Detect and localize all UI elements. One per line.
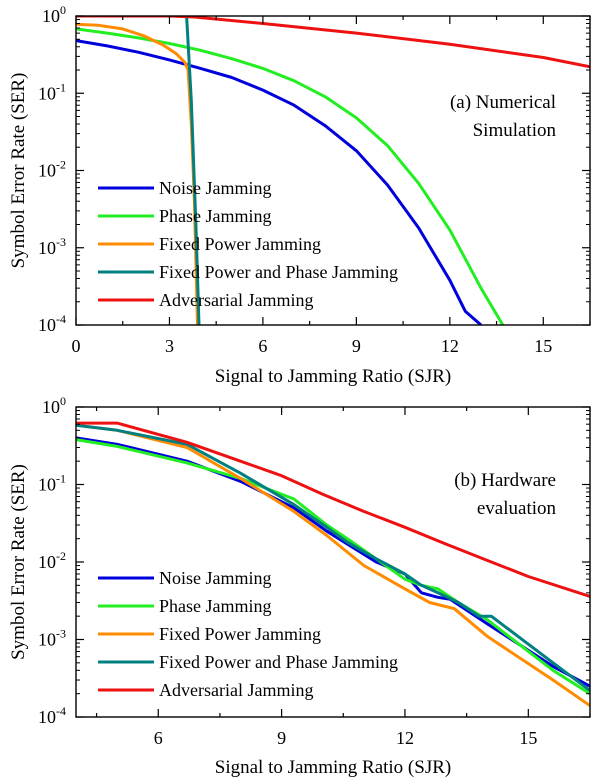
x-axis-label: Signal to Jamming Ratio (SJR) [215,757,451,778]
x-tick-label: 12 [396,728,414,748]
y-tick-exponent: -1 [56,80,66,94]
y-tick-exponent: -3 [56,235,66,249]
x-tick-label: 3 [165,336,174,356]
y-tick-label: 10-3 [38,235,66,258]
panel-label: (a) Numerical [450,92,556,113]
y-tick-exponent: -4 [56,312,66,326]
legend-label-3: Fixed Power Jamming [159,624,321,644]
y-tick-base: 10 [38,475,56,495]
y-tick-label: 100 [42,394,66,417]
legend-label-1: Noise Jamming [159,568,272,588]
y-tick-label: 100 [42,3,66,26]
y-tick-label: 10-1 [38,472,66,495]
y-tick-exponent: -1 [56,472,66,486]
y-tick-exponent: 0 [60,394,66,408]
legend-label-5: Adversarial Jamming [159,680,313,700]
legend-label-2: Phase Jamming [159,206,272,226]
y-tick-base: 10 [42,6,60,26]
y-tick-base: 10 [38,83,56,103]
series-line-4 [76,425,590,690]
y-tick-label: 10-3 [38,627,66,650]
y-tick-base: 10 [38,630,56,650]
x-tick-label: 15 [534,336,552,356]
x-tick-label: 9 [352,336,361,356]
series-line-1 [76,41,481,325]
y-tick-exponent: -4 [56,704,66,718]
y-tick-base: 10 [38,238,56,258]
y-tick-label: 10-4 [38,312,66,335]
panel-label-line2: evaluation [477,498,557,519]
y-tick-base: 10 [38,315,56,335]
x-tick-label: 15 [519,728,537,748]
y-tick-exponent: 0 [60,3,66,17]
legend-label-4: Fixed Power and Phase Jamming [159,262,398,282]
legend-label-5: Adversarial Jamming [159,290,313,310]
y-tick-label: 10-1 [38,80,66,103]
y-tick-label: 10-4 [38,704,66,727]
y-tick-exponent: -3 [56,627,66,641]
x-tick-label: 9 [277,728,286,748]
legend-label-2: Phase Jamming [159,596,272,616]
y-tick-base: 10 [38,161,56,181]
y-tick-base: 10 [42,397,60,417]
y-axis-label: Symbol Error Rate (SER) [8,464,29,660]
panel-label-line2: Simulation [473,120,557,141]
x-tick-label: 0 [72,336,81,356]
legend-label-3: Fixed Power Jamming [159,234,321,254]
y-tick-exponent: -2 [56,158,66,172]
y-axis-label: Symbol Error Rate (SER) [8,73,29,269]
y-tick-label: 10-2 [38,158,66,181]
x-tick-label: 12 [441,336,459,356]
y-tick-exponent: -2 [56,549,66,563]
y-tick-base: 10 [38,552,56,572]
x-axis-label: Signal to Jamming Ratio (SJR) [215,366,451,387]
y-tick-base: 10 [38,707,56,727]
legend-label-1: Noise Jamming [159,178,272,198]
x-tick-label: 6 [258,336,267,356]
x-tick-label: 6 [154,728,163,748]
panel-label: (b) Hardware [454,470,556,491]
legend-label-4: Fixed Power and Phase Jamming [159,652,398,672]
y-tick-label: 10-2 [38,549,66,572]
